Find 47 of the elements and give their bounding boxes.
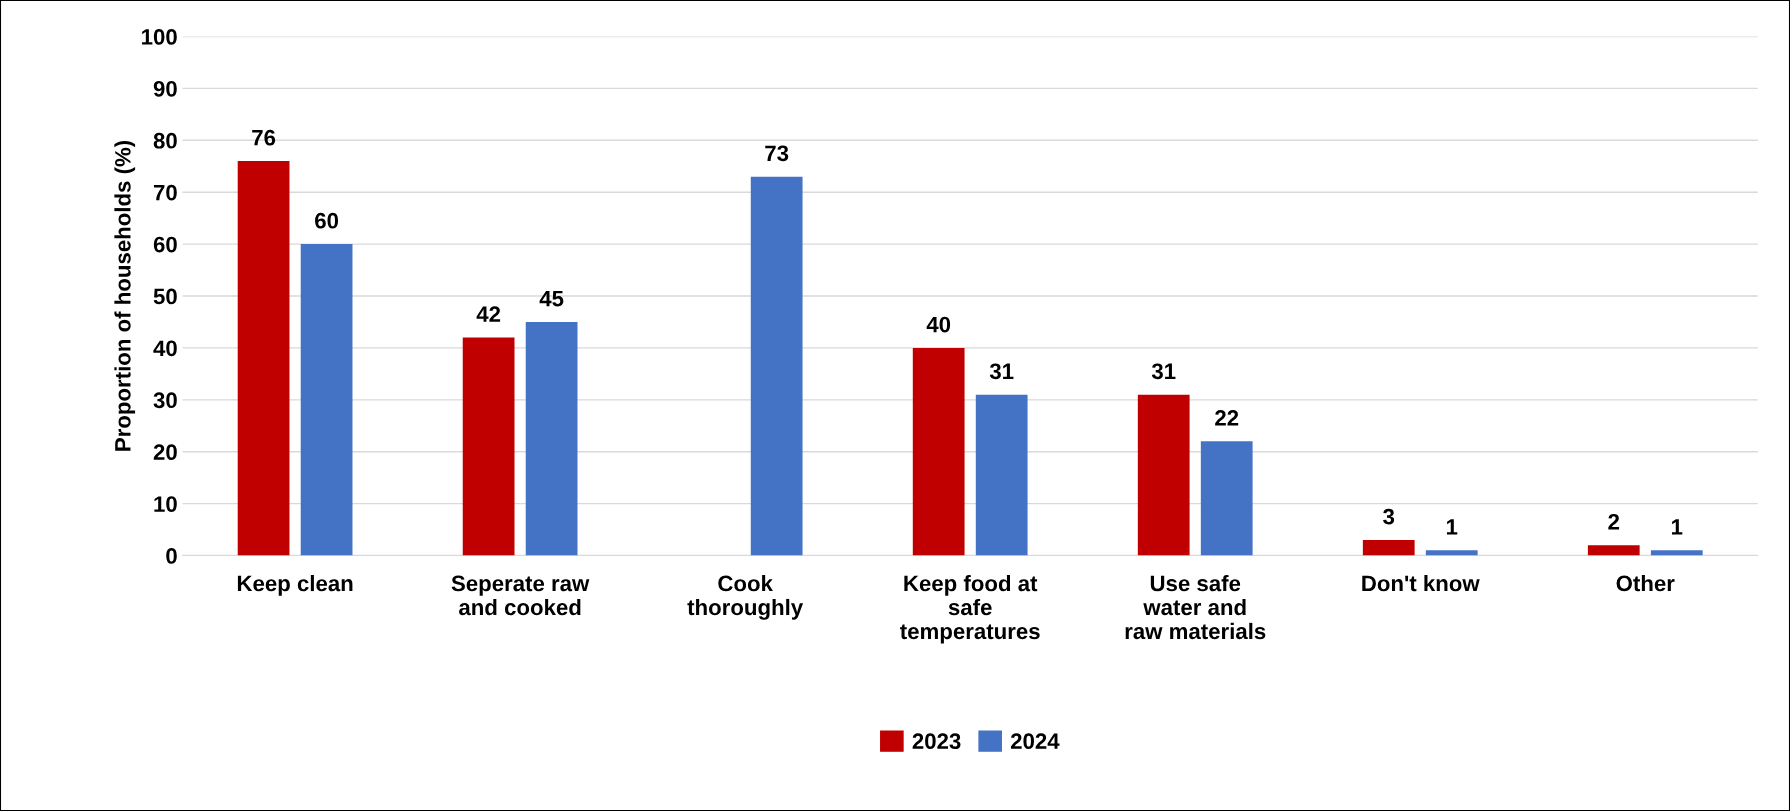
data-label: 31	[1151, 363, 1176, 380]
y-tick-label: 10	[154, 496, 177, 512]
data-label: 2	[1608, 513, 1620, 530]
data-label: 40	[926, 316, 951, 333]
data-label: 22	[1215, 410, 1239, 426]
y-tick-label: 100	[142, 29, 177, 45]
data-label: 73	[765, 145, 789, 162]
x-tick-label: Use safe water and raw materials	[1125, 574, 1266, 640]
data-label: 42	[476, 306, 501, 322]
x-tick-label: Keep clean	[237, 574, 353, 596]
x-tick-label: Don't know	[1362, 574, 1480, 592]
y-tick-label: 90	[153, 80, 177, 97]
y-tick-label: 60	[153, 236, 177, 253]
x-tick-label: Cook thoroughly	[687, 574, 804, 620]
data-label: 1	[1446, 519, 1458, 535]
data-label: 45	[539, 290, 564, 307]
legend-label: 2023	[912, 733, 961, 750]
legend-label: 2024	[1010, 733, 1060, 750]
bar	[237, 161, 290, 556]
x-tick-label: Seperate raw and cooked	[451, 575, 590, 616]
bar	[750, 176, 803, 556]
data-label: 60	[315, 212, 339, 229]
y-tick-label: 0	[166, 548, 177, 564]
bar	[1137, 394, 1190, 556]
bar	[1425, 550, 1478, 556]
data-label: 31	[989, 363, 1014, 380]
y-tick-label: 80	[153, 132, 177, 149]
bar	[462, 337, 515, 556]
x-tick-label: Other	[1616, 574, 1675, 592]
y-tick-label: 30	[153, 392, 177, 409]
bar	[1650, 550, 1703, 556]
y-tick-label: 40	[153, 340, 177, 357]
data-label: 76	[252, 129, 276, 146]
y-tick-label: 70	[153, 184, 177, 201]
y-tick-label: 20	[153, 444, 177, 460]
data-label: 3	[1383, 508, 1395, 525]
bar	[525, 321, 578, 556]
y-axis-title: Proportion of households (%)	[114, 140, 136, 451]
y-tick-label: 50	[153, 288, 177, 305]
bar	[1587, 545, 1640, 556]
x-tick-label: Keep food at safe temperatures	[900, 574, 1040, 644]
bar	[975, 394, 1028, 556]
bar	[300, 244, 353, 556]
bar	[1362, 539, 1415, 556]
bar	[912, 347, 965, 556]
bar	[1200, 441, 1253, 556]
data-label: 1	[1671, 519, 1683, 535]
